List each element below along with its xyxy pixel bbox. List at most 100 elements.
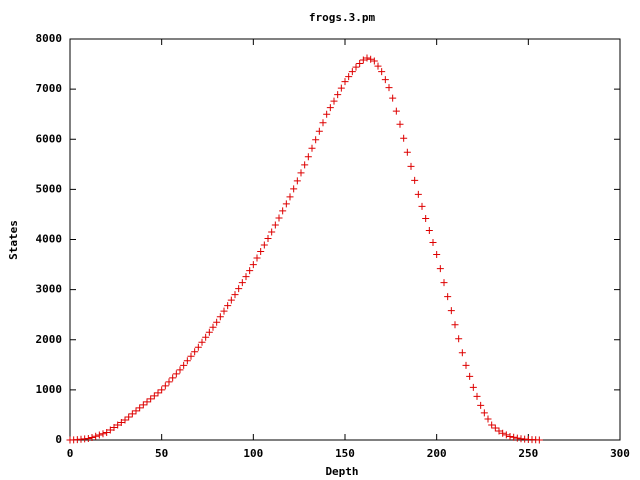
x-tick-label: 300	[610, 447, 630, 460]
point	[378, 68, 386, 76]
point	[345, 73, 353, 81]
point	[150, 392, 158, 400]
point	[231, 291, 239, 299]
point	[172, 370, 180, 378]
point	[235, 285, 243, 293]
point	[249, 261, 257, 269]
point	[488, 421, 496, 429]
point	[356, 60, 364, 68]
point	[381, 76, 389, 84]
point	[535, 436, 543, 444]
point	[513, 434, 521, 442]
point	[484, 415, 492, 423]
point	[279, 207, 287, 215]
point	[499, 429, 507, 437]
point	[268, 228, 276, 236]
point	[213, 318, 221, 326]
point	[99, 430, 107, 438]
point	[462, 361, 470, 369]
point	[260, 241, 268, 249]
point	[154, 389, 162, 397]
point	[202, 333, 210, 341]
point	[165, 378, 173, 386]
point	[407, 162, 415, 170]
point	[308, 144, 316, 152]
point	[326, 104, 334, 112]
point	[169, 374, 177, 382]
point	[224, 302, 232, 310]
y-tick-label: 6000	[36, 132, 63, 145]
point	[451, 321, 459, 329]
point	[88, 433, 96, 441]
point	[139, 401, 147, 409]
point	[414, 190, 422, 198]
point	[458, 349, 466, 357]
point	[385, 84, 393, 92]
point	[147, 395, 155, 403]
point	[271, 221, 279, 229]
point	[480, 409, 488, 417]
point	[275, 214, 283, 222]
point	[440, 279, 448, 287]
point	[242, 273, 250, 281]
point	[103, 428, 111, 436]
point	[136, 404, 144, 412]
point	[473, 392, 481, 400]
point	[194, 343, 202, 351]
point	[429, 239, 437, 247]
point	[334, 91, 342, 99]
point	[491, 424, 499, 432]
point	[425, 226, 433, 234]
y-tick-label: 4000	[36, 233, 63, 246]
point	[403, 148, 411, 156]
point	[363, 54, 371, 62]
point	[330, 97, 338, 105]
point	[495, 427, 503, 435]
point	[161, 382, 169, 390]
point	[400, 134, 408, 142]
point	[323, 110, 331, 118]
point	[297, 169, 305, 177]
point	[143, 398, 151, 406]
point	[121, 416, 129, 424]
point	[257, 248, 265, 256]
point	[246, 267, 254, 275]
point	[502, 431, 510, 439]
y-tick-label: 3000	[36, 283, 63, 296]
point	[293, 177, 301, 185]
point	[92, 432, 100, 440]
point	[286, 193, 294, 201]
point	[506, 432, 514, 440]
point	[128, 410, 136, 418]
y-tick-label: 1000	[36, 383, 63, 396]
point	[469, 383, 477, 391]
x-tick-label: 0	[67, 447, 74, 460]
y-axis-label: States	[7, 220, 20, 260]
point	[422, 214, 430, 222]
y-tick-label: 7000	[36, 82, 63, 95]
point	[304, 153, 312, 161]
point	[106, 426, 114, 434]
plot-border	[69, 38, 621, 441]
point	[418, 202, 426, 210]
x-tick-label: 100	[243, 447, 263, 460]
point	[125, 413, 133, 421]
point	[95, 431, 103, 439]
point	[341, 78, 349, 86]
point	[396, 120, 404, 128]
point	[389, 94, 397, 102]
point	[282, 200, 290, 208]
point	[227, 296, 235, 304]
point	[290, 185, 298, 193]
y-tick-label: 5000	[36, 182, 63, 195]
point	[110, 423, 118, 431]
point	[411, 176, 419, 184]
point	[183, 357, 191, 365]
point	[319, 119, 327, 127]
point	[466, 372, 474, 380]
point	[352, 63, 360, 71]
point	[84, 434, 92, 442]
y-tick-label: 2000	[36, 333, 63, 346]
